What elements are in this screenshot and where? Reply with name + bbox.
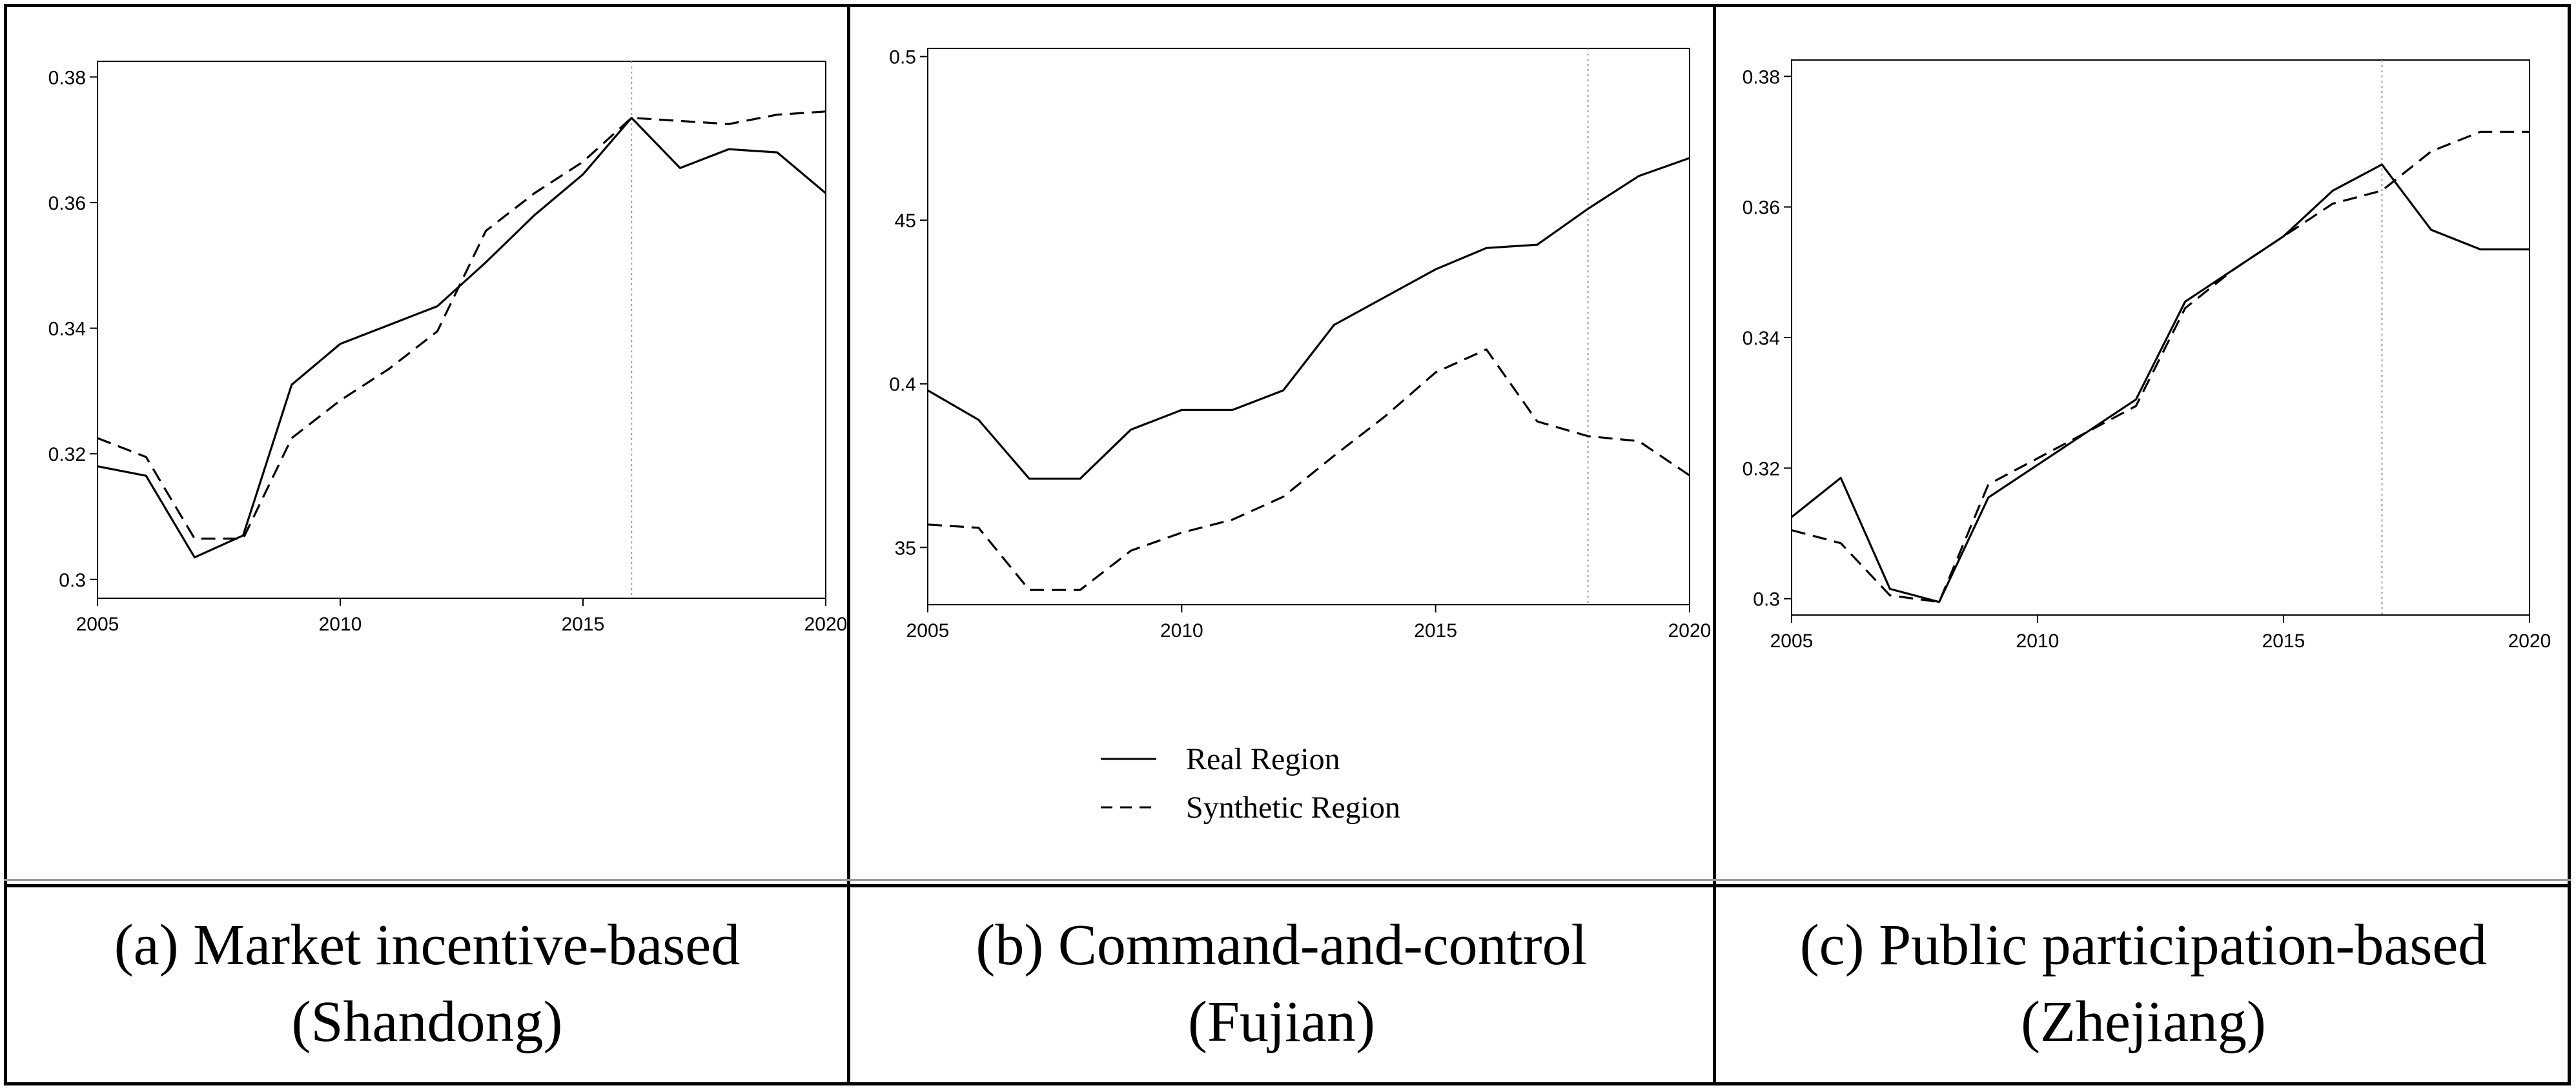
caption-divider-grey xyxy=(4,879,2571,881)
x-tick-label-a: 2005 xyxy=(76,614,119,635)
caption-c-line1: (c) Public participation-based xyxy=(1799,913,2488,978)
legend-synthetic-label: Synthetic Region xyxy=(1186,791,1400,825)
chart-panel-a: 0.3 0.32 0.34 0.36 0.38 2005 2010 2015 2020 xyxy=(48,61,847,635)
plot-area-c xyxy=(1791,59,2530,616)
legend-real-label: Real Region xyxy=(1186,742,1340,776)
synthetic-region-line-a xyxy=(97,110,826,540)
caption-a-line1: (a) Market incentive-based xyxy=(114,913,741,978)
x-tick-label-c: 2015 xyxy=(2262,631,2305,652)
y-tick-label-a: 0.36 xyxy=(48,193,86,214)
caption-c-line2: (Zhejiang) xyxy=(2021,990,2266,1054)
caption-c: (c) Public participation-based (Zhejiang… xyxy=(1716,884,2571,1084)
y-tick-label-a: 0.3 xyxy=(59,570,86,591)
y-tick-label-b: 0.4 xyxy=(889,374,916,396)
marks-panel-c: 0.3 0.32 0.34 0.36 0.38 2005 2010 2015 2020 xyxy=(1743,59,2551,652)
synthetic-region-line-c xyxy=(1791,130,2530,603)
y-tick-label-a: 0.38 xyxy=(48,67,86,88)
x-tick-label-c: 2010 xyxy=(2016,631,2060,652)
y-tick-label-c: 0.36 xyxy=(1743,197,1780,219)
caption-a: (a) Market incentive-based (Shandong) xyxy=(7,884,847,1084)
marks-panel-b: 35 0.4 45 0.5 2005 2010 2015 2020 xyxy=(889,47,1711,641)
caption-b-line1: (b) Command-and-control xyxy=(976,913,1588,978)
x-tick-label-a: 2015 xyxy=(562,614,605,635)
x-tick-label-a: 2010 xyxy=(319,614,362,635)
real-region-line-c xyxy=(1791,163,2530,603)
caption-b: (b) Command-and-control (Fujian) xyxy=(850,884,1713,1084)
y-tick-label-c: 0.38 xyxy=(1743,66,1780,88)
plot-area-a xyxy=(97,61,826,599)
caption-a-line2: (Shandong) xyxy=(291,990,563,1054)
y-tick-label-a: 0.34 xyxy=(48,319,86,340)
x-tick-label-b: 2015 xyxy=(1414,620,1457,641)
plot-area-b xyxy=(927,48,1690,605)
legend: Real Region Synthetic Region xyxy=(1101,742,1400,825)
caption-b-line2: (Fujian) xyxy=(1188,990,1375,1054)
chart-panel-b: 35 0.4 45 0.5 2005 2010 2015 2020 Real Region S… xyxy=(889,47,1711,825)
caption-divider xyxy=(4,884,2571,887)
marks-panel-a: 0.3 0.32 0.34 0.36 0.38 2005 2010 2015 2020 xyxy=(48,61,847,635)
x-tick-label-b: 2010 xyxy=(1160,620,1203,641)
panel-divider-ab xyxy=(847,4,850,1085)
figure-frame xyxy=(4,4,2571,1085)
real-region-line-b xyxy=(927,157,1690,480)
y-tick-label-b: 0.5 xyxy=(889,47,916,68)
y-tick-label-c: 0.34 xyxy=(1743,328,1780,349)
y-tick-label-b: 45 xyxy=(895,210,916,232)
y-tick-label-a: 0.32 xyxy=(48,444,86,465)
chart-panel-c: 0.3 0.32 0.34 0.36 0.38 2005 2010 2015 2020 xyxy=(1743,59,2551,652)
y-tick-label-c: 0.32 xyxy=(1743,458,1780,479)
y-tick-label-b: 35 xyxy=(895,538,916,559)
x-tick-label-a: 2020 xyxy=(804,614,847,635)
real-region-line-a xyxy=(97,117,827,559)
x-tick-label-c: 2020 xyxy=(2508,631,2551,652)
panel-divider-bc xyxy=(1713,4,1716,1085)
synthetic-region-line-b xyxy=(927,348,1690,591)
x-tick-label-c: 2005 xyxy=(1770,631,1814,652)
x-tick-label-b: 2005 xyxy=(906,620,950,641)
x-tick-label-b: 2020 xyxy=(1668,620,1712,641)
y-tick-label-c: 0.3 xyxy=(1753,589,1780,611)
